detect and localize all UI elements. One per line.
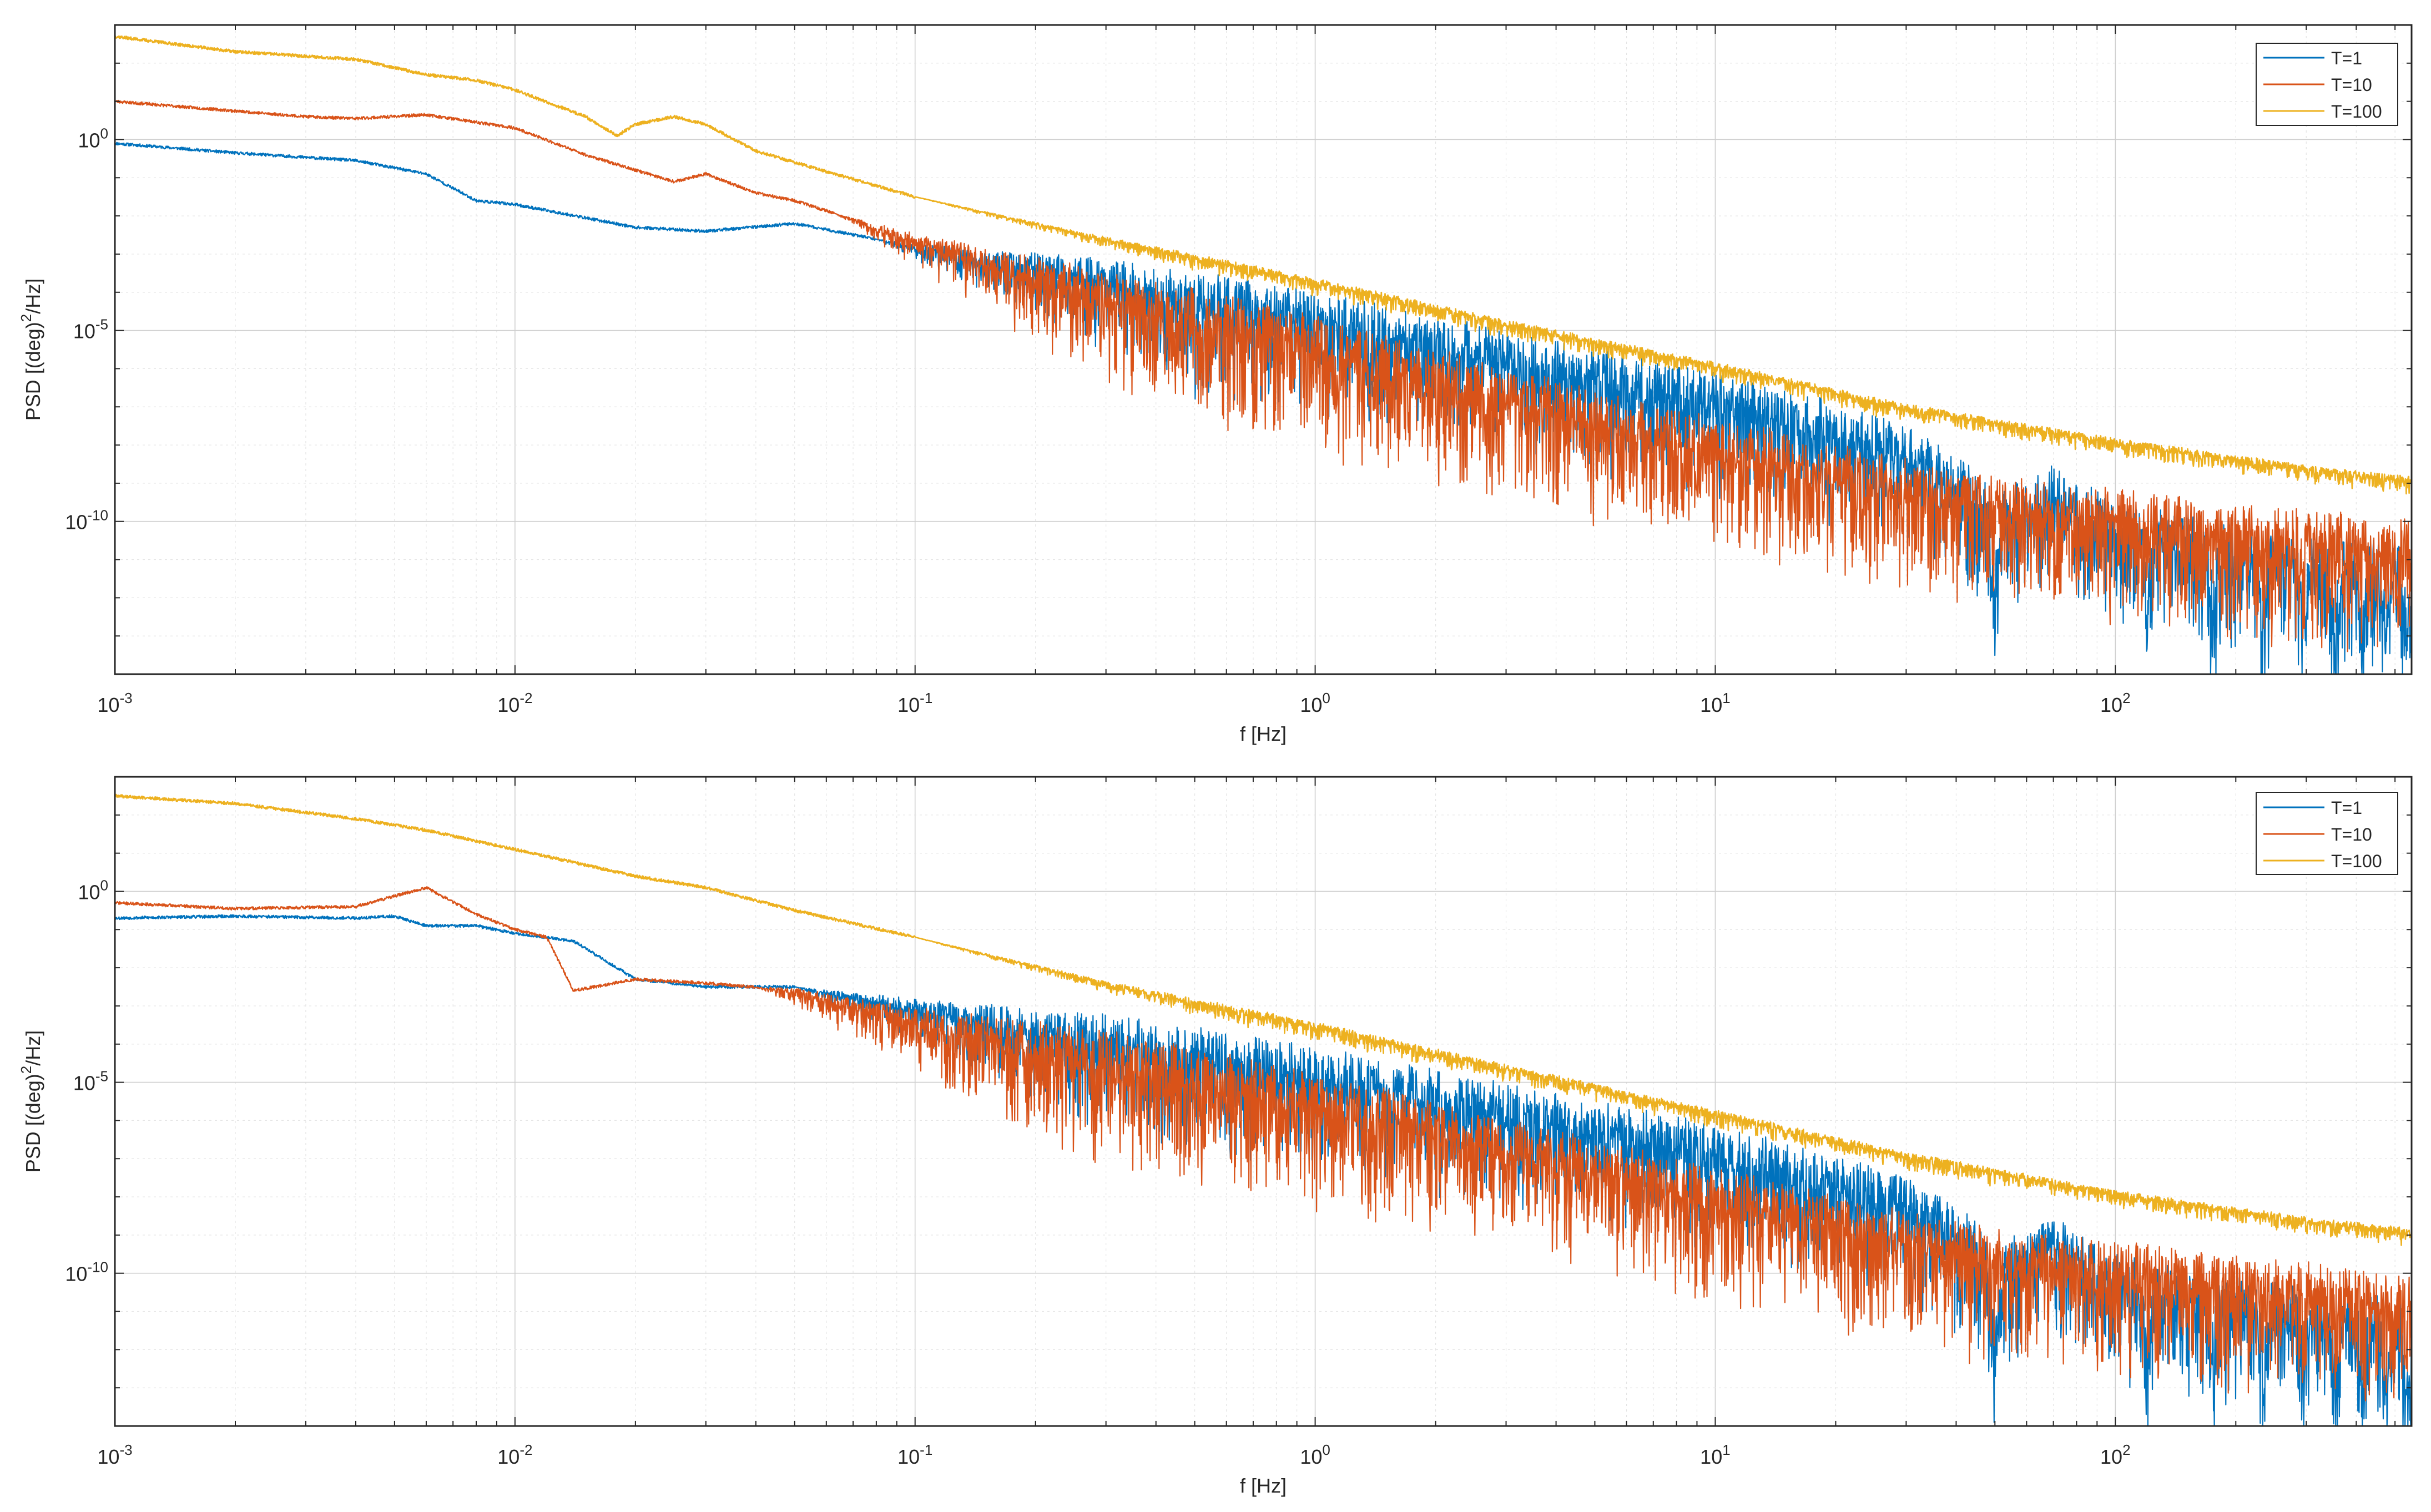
axes-box-top: [114, 24, 2413, 675]
y-tick-label: 10-10: [65, 507, 108, 534]
legend-label-t10: T=10: [2331, 825, 2372, 845]
y-axis-label-base: PSD [(deg): [22, 1074, 44, 1172]
y-tick-label: 100: [78, 877, 108, 903]
y-tick-labels-top: 100 10-5 10-10: [65, 125, 108, 533]
x-tick-label: 10-3: [97, 690, 132, 716]
x-tick-label: 102: [2100, 690, 2131, 716]
y-axis-label-base: PSD [(deg): [22, 322, 44, 421]
y-axis-label-sup: 2: [18, 1066, 34, 1074]
x-tick-label: 10-1: [897, 1442, 932, 1468]
y-axis-label-bottom: PSD [(deg)2/Hz]: [18, 1030, 44, 1173]
legend-bottom: T=1 T=10 T=100: [2256, 792, 2398, 875]
y-tick-labels-bottom: 100 10-5 10-10: [65, 877, 108, 1285]
plot-area-top: [115, 25, 2412, 674]
y-tick-label: 100: [78, 125, 108, 151]
ticks-bottom: [114, 777, 2412, 1426]
x-tick-labels-top: 10-3 10-2 10-1 100 101 102: [97, 690, 2130, 716]
x-axis-label-top: f [Hz]: [1240, 722, 1287, 745]
chart-top: 10-3 10-2 10-1 100 101 102 100 10-5 10-10 f [Hz…: [18, 24, 2413, 745]
series-layer-top: [114, 35, 2413, 675]
legend-label-t100: T=100: [2331, 851, 2382, 871]
axes-box-bottom: [114, 776, 2413, 1427]
y-axis-label-sup: 2: [18, 314, 34, 322]
x-tick-label: 10-1: [897, 690, 932, 716]
y-axis-label-top: PSD [(deg)2/Hz]: [18, 279, 44, 421]
legend-label-t10: T=10: [2331, 75, 2372, 95]
legend-label-t100: T=100: [2331, 102, 2382, 122]
x-tick-label: 101: [1700, 1442, 1731, 1468]
x-tick-label: 10-2: [497, 1442, 532, 1468]
ticks-top: [114, 25, 2412, 674]
x-tick-label: 10-2: [497, 690, 532, 716]
x-tick-label: 101: [1700, 690, 1731, 716]
series-line-t10: [114, 99, 2413, 653]
y-axis-label-tail: /Hz]: [22, 1030, 44, 1066]
x-axis-label-bottom: f [Hz]: [1240, 1474, 1287, 1497]
y-tick-label: 10-10: [65, 1259, 108, 1286]
x-tick-label: 100: [1300, 1442, 1330, 1468]
x-tick-label: 10-3: [97, 1442, 132, 1468]
y-tick-label: 10-5: [73, 316, 108, 343]
x-tick-label: 100: [1300, 690, 1330, 716]
series-line-t100: [114, 793, 2413, 1246]
legend-label-t1: T=1: [2331, 48, 2362, 68]
legend-label-t1: T=1: [2331, 798, 2362, 818]
legend-top: T=1 T=10 T=100: [2256, 43, 2398, 126]
series-layer-bottom: [114, 793, 2413, 1427]
x-tick-label: 102: [2100, 1442, 2131, 1468]
x-tick-labels-bottom: 10-3 10-2 10-1 100 101 102: [97, 1442, 2130, 1468]
chart-bottom: 10-3 10-2 10-1 100 101 102 100 10-5 10-10 f [Hz…: [18, 776, 2413, 1497]
series-line-t10: [114, 886, 2412, 1402]
y-tick-label: 10-5: [73, 1068, 108, 1095]
series-line-t100: [114, 35, 2413, 495]
y-axis-label-tail: /Hz]: [22, 279, 44, 314]
